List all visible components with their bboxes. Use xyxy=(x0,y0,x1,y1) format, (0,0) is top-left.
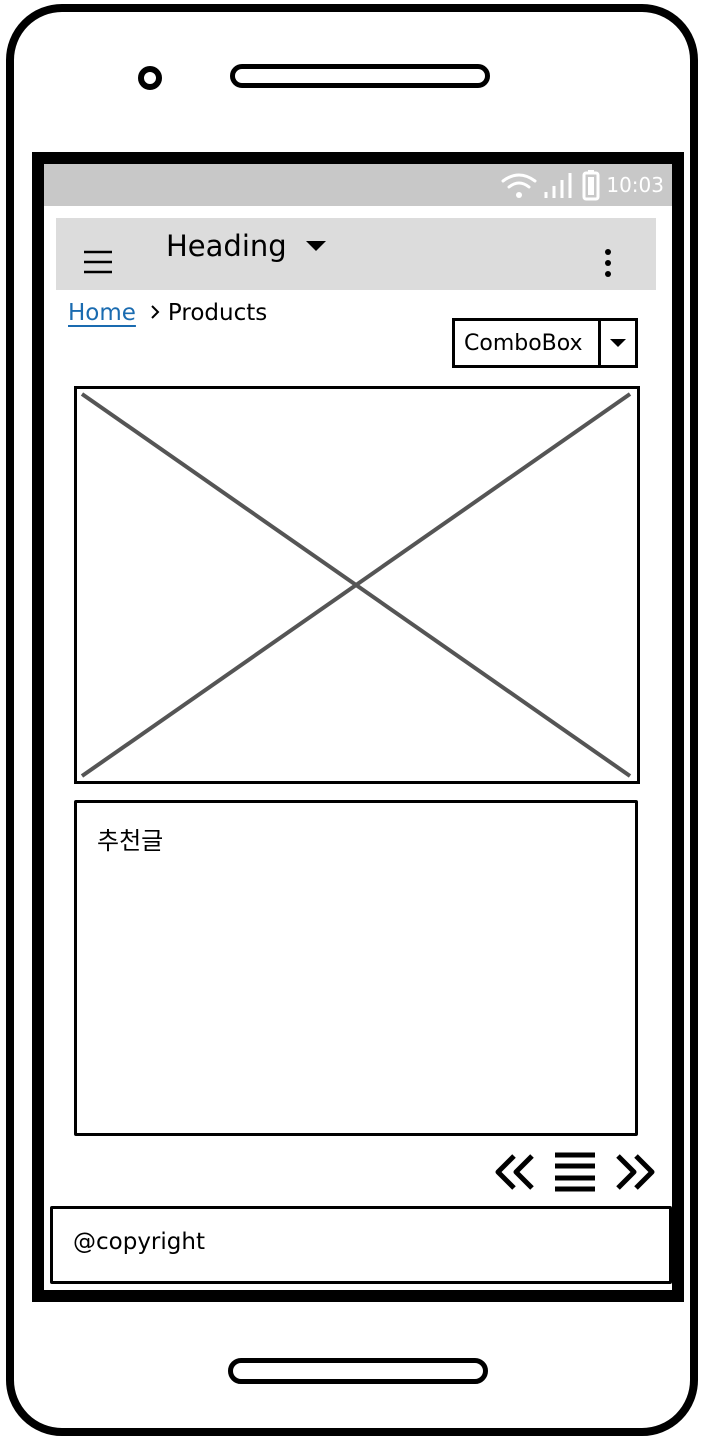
pagination xyxy=(494,1150,656,1194)
chevron-right-icon xyxy=(150,301,160,325)
earpiece-speaker xyxy=(230,64,490,88)
list-icon[interactable] xyxy=(554,1151,596,1193)
status-icons: 10:03 xyxy=(500,164,672,206)
double-chevron-right-icon[interactable] xyxy=(614,1153,656,1191)
app-bar: Heading xyxy=(56,218,656,290)
combobox[interactable]: ComboBox xyxy=(452,318,638,368)
caret-down-icon xyxy=(610,339,626,347)
bottom-speaker xyxy=(228,1358,488,1384)
status-time: 10:03 xyxy=(606,173,664,197)
image-placeholder xyxy=(74,386,640,784)
breadcrumb-home-link[interactable]: Home xyxy=(68,300,136,326)
phone-screen: 10:03 Heading Home Products ComboBox xyxy=(32,152,684,1302)
breadcrumb: Home Products xyxy=(68,300,267,326)
combobox-value: ComboBox xyxy=(464,330,583,356)
camera-icon xyxy=(138,66,162,90)
status-bar: 10:03 xyxy=(44,164,672,206)
copyright-text: @copyright xyxy=(73,1229,205,1255)
recommendation-textbox[interactable]: 추천글 xyxy=(74,800,638,1136)
footer: @copyright xyxy=(50,1206,672,1284)
textbox-label: 추천글 xyxy=(97,827,164,855)
hamburger-menu-icon[interactable] xyxy=(84,250,112,274)
caret-down-icon xyxy=(305,241,326,251)
page-title: Heading xyxy=(166,229,287,263)
wifi-icon xyxy=(500,170,538,200)
double-chevron-left-icon[interactable] xyxy=(494,1153,536,1191)
kebab-menu-icon[interactable] xyxy=(604,248,612,278)
breadcrumb-current: Products xyxy=(167,300,268,326)
battery-icon xyxy=(582,169,600,201)
signal-icon xyxy=(542,170,576,200)
app-bar-heading[interactable]: Heading xyxy=(166,228,327,264)
combobox-dropdown-button[interactable] xyxy=(598,321,635,365)
